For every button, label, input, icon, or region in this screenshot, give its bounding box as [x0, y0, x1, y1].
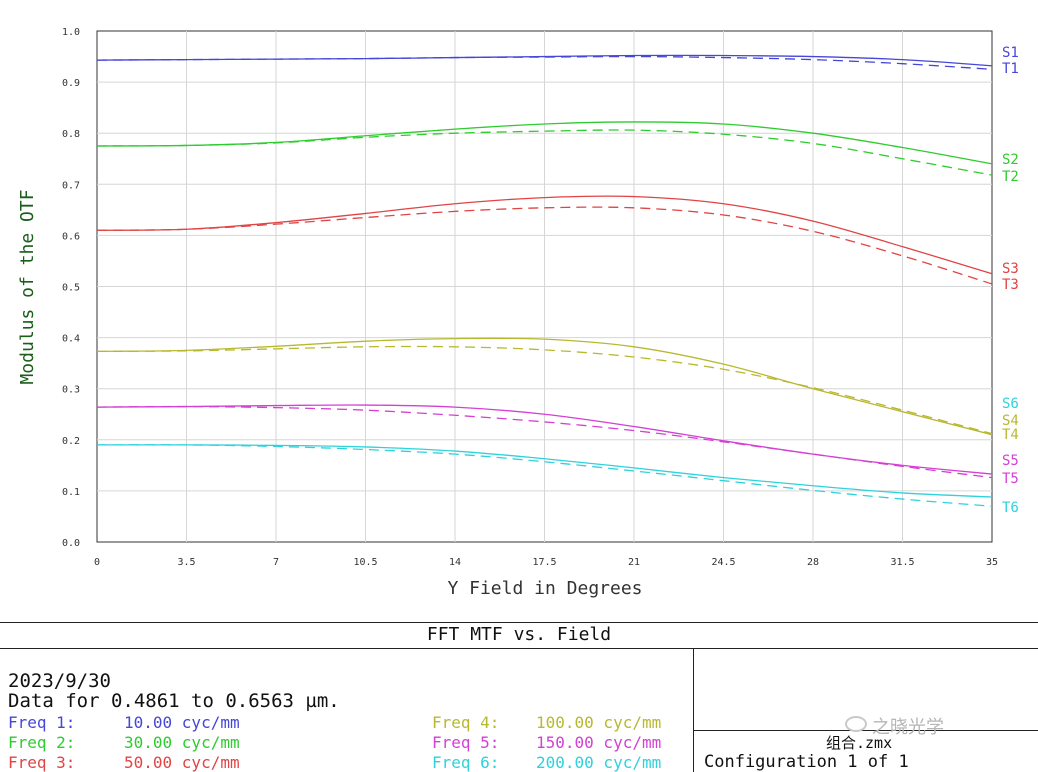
x-tick-label: 10.5 [353, 557, 377, 568]
series-line-s4 [96, 337, 993, 436]
watermark-text: 之晓光学 [872, 717, 944, 738]
series-line-t2 [96, 129, 993, 176]
series-label-t5: T5 [1002, 471, 1019, 487]
freq-4-value: 100.00 cyc/mm [536, 713, 662, 732]
x-tick-labels: 0 3.5 7 10.5 14 17.5 21 24.5 28 31.5 35 [94, 557, 998, 568]
series-line-t4 [96, 345, 993, 435]
series-lines [96, 54, 993, 507]
panel-right-divider [693, 730, 1038, 731]
freq-2-label: Freq 2: [8, 733, 76, 752]
series-label-t6: T6 [1002, 500, 1019, 516]
wechat-icon [845, 716, 867, 732]
series-label-s4: S4 [1002, 413, 1019, 429]
x-axis-title: Y Field in Degrees [447, 578, 642, 599]
freq-5-value: 150.00 cyc/mm [536, 733, 662, 752]
y-tick-label: 0.8 [62, 129, 80, 140]
y-tick-label: 0.4 [62, 334, 80, 345]
panel-title: FFT MTF vs. Field [426, 624, 612, 645]
freq-2-value: 30.00 cyc/mm [124, 733, 240, 752]
y-axis-title: Modulus of the OTF [17, 189, 38, 384]
date-text: 2023/9/30 [8, 670, 111, 692]
x-tick-label: 17.5 [532, 557, 556, 568]
x-tick-label: 35 [986, 557, 998, 568]
x-tick-label: 31.5 [890, 557, 914, 568]
series-line-s3 [96, 195, 993, 275]
y-tick-label: 0.0 [62, 538, 80, 549]
freq-6-value: 200.00 cyc/mm [536, 753, 662, 772]
series-label-s3: S3 [1002, 261, 1019, 277]
panel-border-top [0, 622, 1038, 623]
x-tick-label: 0 [94, 557, 100, 568]
y-tick-label: 0.1 [62, 487, 80, 498]
series-label-t4: T4 [1002, 427, 1019, 443]
x-tick-label: 7 [273, 557, 279, 568]
freq-4-label: Freq 4: [432, 713, 500, 732]
grid-lines [97, 31, 992, 542]
configuration-label: Configuration 1 of 1 [704, 752, 909, 772]
x-tick-label: 24.5 [711, 557, 735, 568]
y-tick-label: 0.9 [62, 78, 80, 89]
freq-3-label: Freq 3: [8, 753, 76, 772]
y-tick-label: 1.0 [62, 27, 80, 38]
freq-5-label: Freq 5: [432, 733, 500, 752]
series-label-s5: S5 [1002, 453, 1019, 469]
freq-1-value: 10.00 cyc/mm [124, 713, 240, 732]
panel-title-divider [0, 648, 1038, 649]
series-label-s1: S1 [1002, 45, 1019, 61]
series-label-t1: T1 [1002, 61, 1019, 77]
x-tick-label: 21 [628, 557, 640, 568]
freq-3-value: 50.00 cyc/mm [124, 753, 240, 772]
info-panel: FFT MTF vs. Field 2023/9/30 Data for 0.4… [0, 622, 1038, 772]
file-name: 组合.zmx [826, 734, 893, 752]
series-line-t5 [96, 405, 993, 479]
series-label-s2: S2 [1002, 152, 1019, 168]
y-tick-labels: 0.0 0.1 0.2 0.3 0.4 0.5 0.6 0.7 0.8 0.9 1.0 [62, 27, 80, 549]
series-label-t3: T3 [1002, 277, 1019, 293]
series-line-t3 [96, 206, 993, 285]
mtf-chart: 0 3.5 7 10.5 14 17.5 21 24.5 28 31.5 35 0.00.10.20… [17, 27, 1019, 599]
x-tick-label: 28 [807, 557, 819, 568]
x-tick-label: 14 [449, 557, 461, 568]
freq-1-label: Freq 1: [8, 713, 76, 732]
panel-vertical-divider [693, 648, 694, 772]
freq-6-label: Freq 6: [432, 753, 500, 772]
y-tick-label: 0.5 [62, 283, 80, 294]
x-tick-label: 3.5 [177, 557, 195, 568]
series-label-s6: S6 [1002, 396, 1019, 412]
y-tick-label: 0.3 [62, 385, 80, 396]
y-tick-label: 0.2 [62, 436, 80, 447]
series-line-t1 [96, 55, 993, 70]
series-label-t2: T2 [1002, 169, 1019, 185]
y-tick-label: 0.6 [62, 231, 80, 242]
series-line-t6 [96, 444, 993, 507]
y-tick-label: 0.7 [62, 180, 80, 191]
data-range-text: Data for 0.4861 to 0.6563 µm. [8, 690, 340, 712]
